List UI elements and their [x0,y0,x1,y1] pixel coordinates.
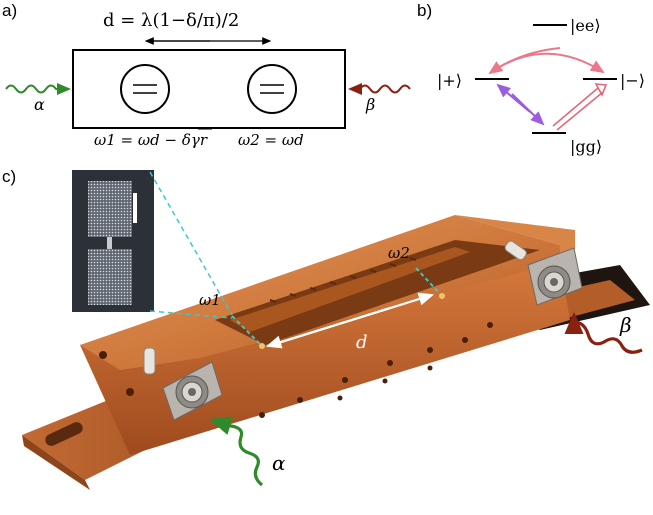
resonator-1 [120,64,170,114]
state-gg-label: |gg⟩ [570,137,602,156]
panel-label-b: b) [417,1,432,20]
panel-label-c: c) [2,167,16,186]
zoom-line-top [149,171,233,316]
alpha-input-wave [5,83,71,95]
panel-label-a: a) [2,1,17,20]
state-ee-label: |ee⟩ [570,16,601,35]
cavity-box [72,49,346,129]
omega1-formula: ω1 = ωd − δγr [94,131,208,149]
scale-bar [133,193,137,223]
omega1-label: ω1 [199,291,221,309]
connector-left [143,347,223,421]
beta-arrow-c [564,311,643,354]
mesh-top [88,181,132,237]
alpha-label: α [34,95,45,114]
panel-c: ω1 ω2 d α β [22,170,650,490]
double-line-a [552,87,599,127]
beta-input-wave [348,83,411,95]
alpha-arrow-c [208,416,264,487]
distance-label-c: d [356,332,368,353]
front-holes [99,322,493,418]
double-line-b [556,91,604,131]
beta-label: β [365,95,375,114]
distance-arrow-c-left [265,306,391,349]
purple-arrow-up [496,83,531,113]
pink-arc-to-plus [488,47,561,75]
top-slots [269,257,417,303]
distance-formula: d = λ(1−δ/π)/2 [103,10,239,31]
panel-a: d = λ(1−δ/π)/2 α β ω1 = ωd − δγr ω2 = ωd [5,10,411,149]
resonator1-marker [231,315,263,347]
resonator-2 [247,64,297,114]
omega2-formula: ω2 = ωd [238,131,304,149]
zoom-line-bottom [149,310,233,319]
cavity-channel [215,240,540,345]
beta-label-c: β [619,313,632,337]
mesh-bottom [88,249,132,305]
resonator2-marker [415,267,443,297]
connector-right [504,240,583,306]
alpha-label-c: α [272,451,286,475]
panel-b: |ee⟩ |+⟩ |−⟩ |gg⟩ [437,16,645,156]
block-front-face [80,262,570,455]
mounting-slot [45,422,83,446]
state-minus-label: |−⟩ [620,71,645,90]
state-plus-label: |+⟩ [437,71,462,90]
omega2-label: ω2 [388,244,410,262]
double-arrow-head [594,83,608,97]
sem-inset [72,170,154,312]
